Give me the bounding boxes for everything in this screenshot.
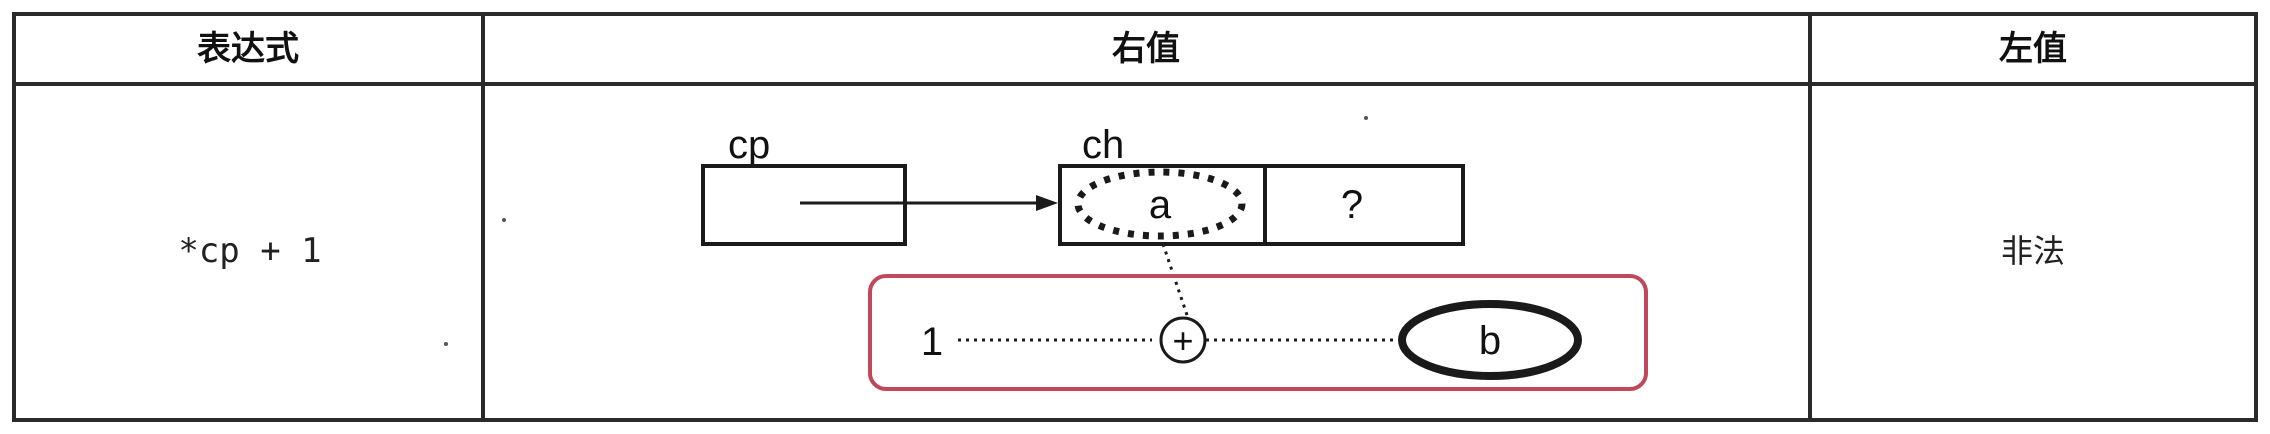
speck bbox=[1364, 116, 1368, 120]
value-unknown: ? bbox=[1341, 183, 1363, 227]
header-rvalue: 右值 bbox=[1112, 29, 1180, 69]
highlight-frame bbox=[868, 274, 1648, 391]
table-grid bbox=[12, 12, 2258, 422]
plus-operator: + bbox=[1172, 320, 1193, 361]
dotted-connector-vertical bbox=[1161, 243, 1190, 319]
header-expression: 表达式 bbox=[197, 29, 299, 69]
value-a-dotted-circle bbox=[1074, 168, 1246, 240]
pointer-label: cp bbox=[728, 123, 770, 167]
result-b-circle bbox=[1398, 300, 1582, 380]
char-label: ch bbox=[1082, 123, 1124, 167]
char-box-unknown bbox=[1263, 164, 1465, 246]
lvalue-cell: 非法 bbox=[2001, 232, 2065, 270]
expression-cell: *cp + 1 bbox=[178, 231, 321, 271]
operand-one: 1 bbox=[921, 320, 943, 364]
speck bbox=[444, 342, 448, 346]
pointer-arrow bbox=[800, 195, 1058, 211]
speck bbox=[502, 218, 506, 222]
plus-operator-circle bbox=[1159, 316, 1207, 364]
pointer-box bbox=[701, 164, 907, 246]
result-b: b bbox=[1479, 319, 1501, 363]
header-lvalue: 左值 bbox=[1999, 29, 2067, 69]
value-a: a bbox=[1149, 183, 1172, 227]
